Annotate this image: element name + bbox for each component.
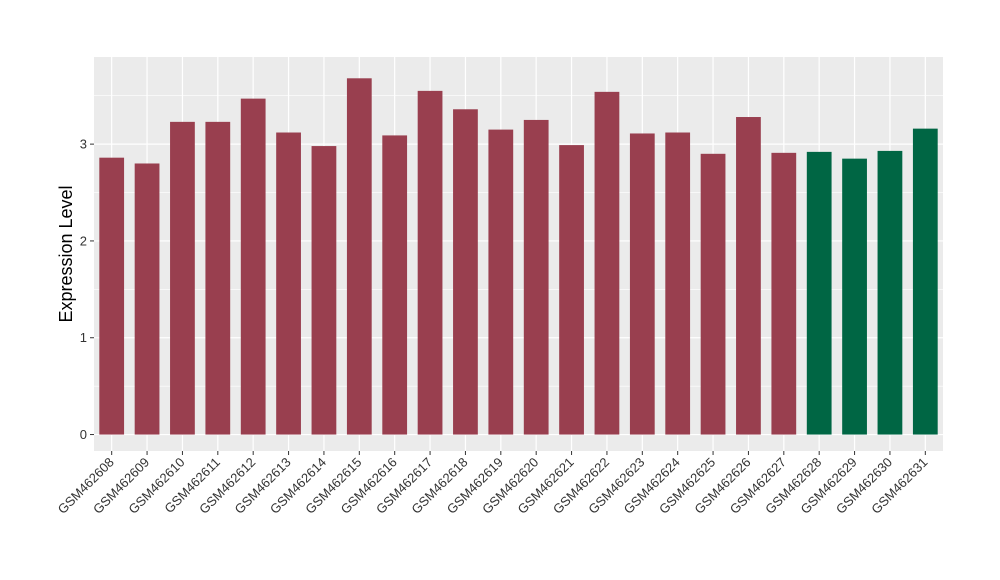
x-axis: GSM462608GSM462609GSM462610GSM462611GSM4… — [55, 451, 930, 517]
bar-GSM462611 — [205, 121, 231, 435]
bar-GSM462624 — [665, 132, 691, 435]
bar-GSM462617 — [417, 90, 443, 435]
bar-GSM462621 — [559, 145, 584, 435]
bar-GSM462615 — [346, 78, 372, 435]
bar-GSM462626 — [736, 117, 761, 435]
bar-GSM462630 — [877, 150, 903, 435]
bars — [99, 78, 938, 435]
bar-GSM462623 — [629, 133, 655, 435]
bar-GSM462629 — [842, 158, 867, 435]
bar-GSM462610 — [170, 121, 195, 435]
bar-GSM462608 — [99, 157, 125, 435]
y-tick-label: 3 — [80, 137, 87, 152]
y-tick-label: 2 — [80, 233, 87, 248]
bar-GSM462631 — [912, 128, 938, 435]
minor-gridlines — [94, 95, 943, 387]
y-tick-label: 0 — [80, 427, 87, 442]
y-tick-label: 1 — [80, 330, 87, 345]
bar-GSM462614 — [311, 146, 337, 435]
bar-GSM462613 — [276, 132, 301, 435]
bar-GSM462609 — [134, 163, 160, 435]
bar-GSM462616 — [382, 135, 408, 435]
bar-GSM462625 — [700, 153, 726, 435]
bar-GSM462622 — [594, 91, 620, 435]
plot-panel — [94, 57, 943, 451]
bar-GSM462618 — [453, 109, 478, 435]
bar-GSM462620 — [523, 119, 549, 435]
y-axis-title: Expression Level — [56, 185, 76, 322]
bar-GSM462612 — [240, 98, 266, 435]
bar-GSM462628 — [806, 151, 832, 435]
bar-GSM462627 — [771, 152, 797, 435]
bar-GSM462619 — [488, 129, 514, 435]
y-axis: 0 1 2 3 — [80, 137, 94, 442]
